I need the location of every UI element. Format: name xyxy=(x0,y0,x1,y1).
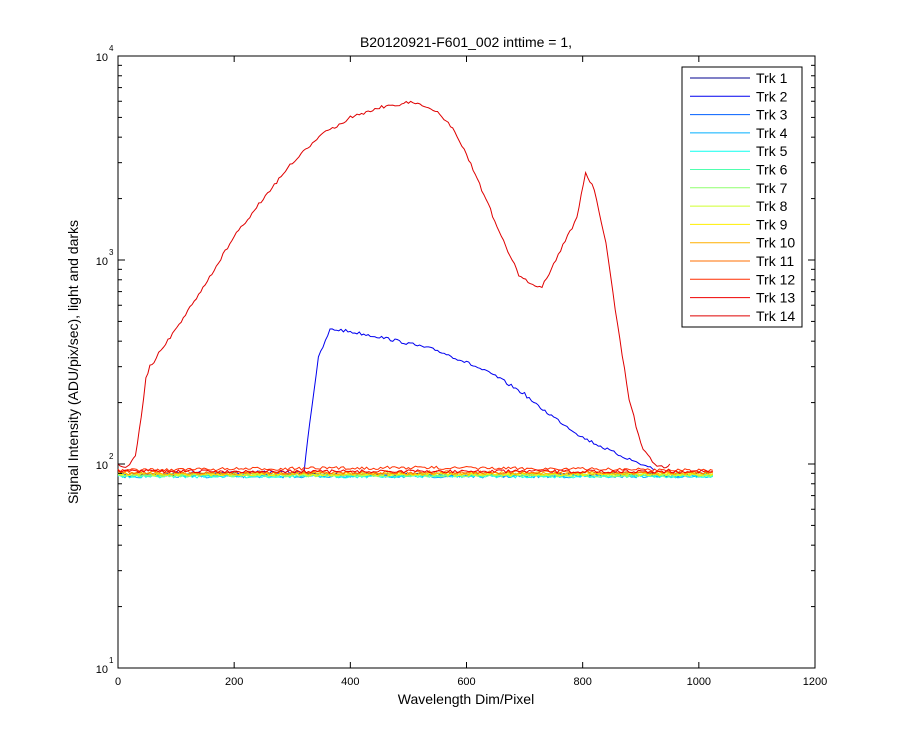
legend-label: Trk 1 xyxy=(756,70,788,86)
x-tick-label: 800 xyxy=(573,676,591,688)
y-tick-exponent: 3 xyxy=(109,248,114,257)
legend-entry: Trk 13 xyxy=(690,290,795,306)
legend-box xyxy=(681,66,803,328)
legend-label: Trk 6 xyxy=(756,162,788,178)
legend-entry: Trk 7 xyxy=(690,180,788,196)
legend-label: Trk 3 xyxy=(756,107,788,123)
x-tick-label: 1200 xyxy=(803,676,827,688)
x-tick-label: 200 xyxy=(225,676,243,688)
legend-label: Trk 2 xyxy=(756,88,788,104)
y-tick-label: 10 xyxy=(96,52,108,64)
legend-label: Trk 11 xyxy=(756,253,794,269)
x-tick-label: 1000 xyxy=(687,676,711,688)
y-tick-exponent: 4 xyxy=(109,44,114,53)
series-line-trk-9 xyxy=(117,472,713,477)
legend-entry: Trk 1 xyxy=(690,70,788,86)
legend-label: Trk 4 xyxy=(756,125,788,141)
legend-label: Trk 10 xyxy=(756,235,795,251)
y-tick-label: 10 xyxy=(96,256,108,268)
legend-label: Trk 7 xyxy=(756,180,788,196)
series-line-trk-12 xyxy=(117,465,713,473)
legend-entry: Trk 9 xyxy=(690,216,788,232)
legend-label: Trk 14 xyxy=(756,308,795,324)
legend-entry: Trk 11 xyxy=(690,253,794,269)
legend-entries: Trk 1 Trk 2 Trk 3 Trk 4 Trk 5 Trk 6 Trk 7 Trk 8… xyxy=(690,70,795,324)
y-tick-label: 10 xyxy=(96,460,108,472)
x-tick-label: 600 xyxy=(457,676,475,688)
legend-entry: Trk 8 xyxy=(690,198,788,214)
series-layer xyxy=(117,100,714,479)
legend-entry: Trk 3 xyxy=(690,107,788,123)
legend-entry: Trk 5 xyxy=(690,143,788,159)
legend-label: Trk 12 xyxy=(756,271,795,287)
y-axis-label: Signal Intensity (ADU/pix/sec), light an… xyxy=(65,220,81,504)
legend: Trk 1 Trk 2 Trk 3 Trk 4 Trk 5 Trk 6 Trk 7 Trk 8… xyxy=(681,66,803,328)
legend-entry: Trk 2 xyxy=(690,88,788,104)
legend-label: Trk 8 xyxy=(756,198,788,214)
legend-label: Trk 5 xyxy=(756,143,788,159)
legend-entry: Trk 4 xyxy=(690,125,788,141)
legend-entry: Trk 12 xyxy=(690,271,795,287)
x-tick-label: 400 xyxy=(341,676,359,688)
legend-entry: Trk 10 xyxy=(690,235,795,251)
x-tick-label: 0 xyxy=(115,676,121,688)
legend-label: Trk 13 xyxy=(756,290,795,306)
y-tick-label: 10 xyxy=(96,664,108,676)
chart-title: B20120921-F601_002 inttime = 1, xyxy=(360,34,572,50)
legend-entry: Trk 14 xyxy=(690,308,795,324)
legend-entry: Trk 6 xyxy=(690,162,788,178)
series-line-trk-14 xyxy=(117,100,671,469)
y-tick-exponent: 2 xyxy=(109,452,114,461)
legend-label: Trk 9 xyxy=(756,216,788,232)
x-axis-label: Wavelength Dim/Pixel xyxy=(398,691,534,707)
series-line-trk-13 xyxy=(117,469,713,474)
y-tick-exponent: 1 xyxy=(109,656,114,665)
